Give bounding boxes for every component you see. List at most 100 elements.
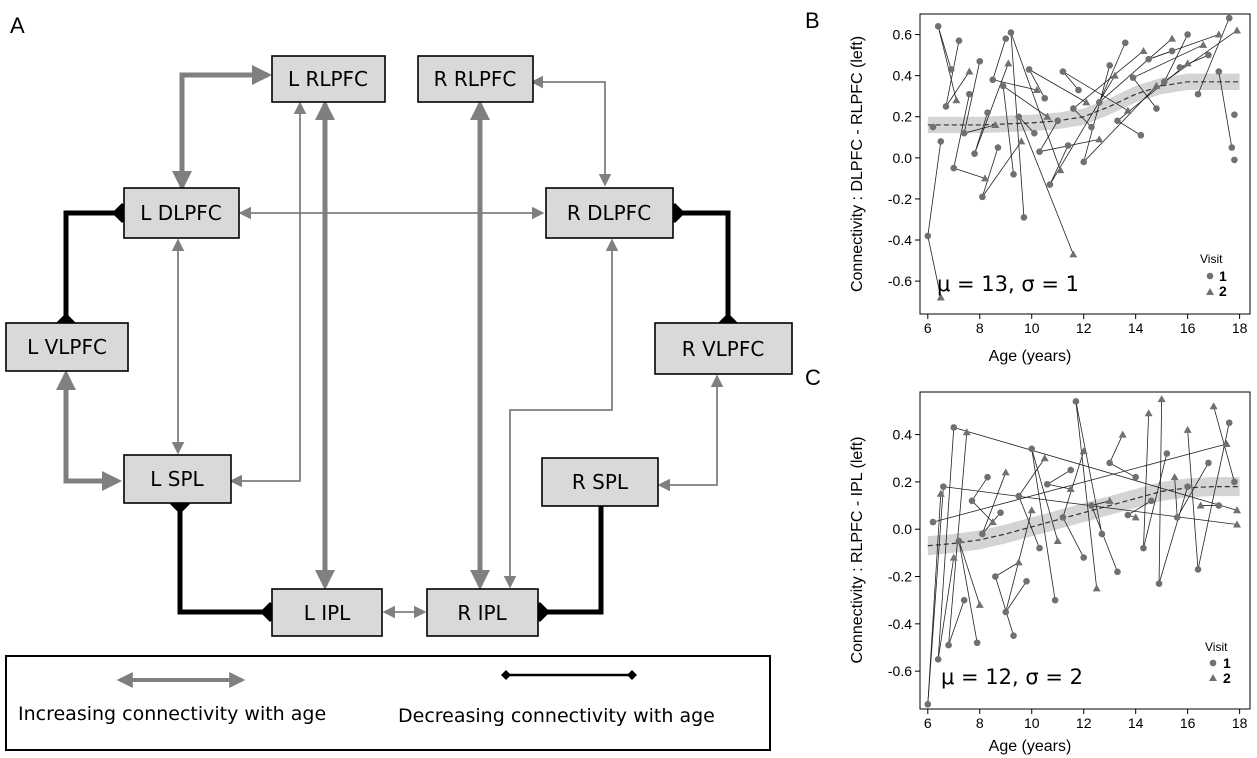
chart-b-point-visit-2 (1032, 86, 1041, 94)
chart-c-subject-link (1143, 453, 1168, 549)
chart-c-point-visit-2 (1001, 468, 1010, 476)
chart-b-subject-link (1099, 38, 1173, 103)
chart-c-subject-link (1158, 399, 1163, 584)
panel-label-c: C (805, 365, 821, 390)
chart-c-point-visit-1 (1028, 445, 1036, 453)
chart-b-point-visit-2 (1056, 166, 1065, 174)
diagram-edges (56, 65, 738, 622)
chart-b-point-visit-1 (942, 103, 950, 110)
chart-b-point-visit-1 (1070, 105, 1077, 112)
chart-c-point-visit-1 (950, 424, 958, 431)
chart-b-y-tick-label: -0.6 (888, 273, 912, 289)
node-l-vlpfc-label: L VLPFC (27, 335, 107, 359)
chart-b-subject-link (1164, 30, 1238, 83)
chart-c-point-visit-1 (1124, 511, 1132, 519)
chart-b-point-visit-1 (1054, 117, 1062, 125)
chart-b-x-tick-label: 14 (1128, 320, 1144, 336)
chart-c-x-tick-label: 12 (1076, 715, 1092, 731)
chart-c-point-visit-2 (1157, 395, 1166, 403)
chart-b-subject-link (1132, 44, 1204, 79)
edge-l-spl-l-ipl (170, 494, 280, 622)
chart-b-point-visit-2 (1082, 98, 1091, 106)
chart-b-trend (927, 81, 1240, 126)
chart-c-subject-link (1091, 505, 1118, 572)
chart-b-point-visit-1 (1095, 99, 1103, 106)
chart-b-subject-link (1010, 32, 1025, 218)
chart-c-point-visit-2 (962, 428, 971, 436)
node-r-spl: R SPL (541, 457, 659, 507)
chart-c-point-visit-1 (1132, 473, 1139, 481)
chart-c-point-visit-1 (929, 518, 937, 526)
chart-c-point-visit-1 (1231, 478, 1238, 486)
chart-b-subject-link (1132, 77, 1157, 109)
chart-b-point-visit-1 (999, 82, 1007, 90)
chart-b-subject-link (945, 40, 960, 107)
chart-b-point-visit-1 (1036, 148, 1043, 155)
edge-l-spl-l-rlpfc (229, 101, 307, 488)
chart-c-points (924, 395, 1242, 708)
chart-c-subject-link (1213, 406, 1235, 483)
chart-b-legend-visit-1: 1 (1219, 268, 1227, 284)
chart-b-x-tick-label: 18 (1232, 320, 1248, 336)
node-r-rlpfc: R RLPFC (417, 55, 534, 103)
chart-c-subject-link (958, 540, 978, 643)
chart-b-point-visit-2 (1004, 59, 1013, 67)
node-l-ipl-label: L IPL (304, 601, 351, 625)
chart-b-point-visit-2 (1069, 250, 1078, 258)
edge-r-vlpfc-r-spl (657, 374, 724, 492)
chart-b-point-visit-1 (976, 57, 984, 65)
chart-b-point-visit-1 (1231, 111, 1238, 118)
chart-b-subject-link (964, 124, 996, 134)
chart-c-x-ticks: 6 8 10 12 14 16 18 (924, 709, 1248, 731)
chart-b-y-label: Connectivity : DLPFC - RLPFC (left) (849, 36, 866, 292)
chart-b-legend-visit-2: 2 (1219, 283, 1227, 299)
chart-c-point-visit-1 (934, 656, 942, 663)
chart-b-subject-link (937, 26, 952, 70)
chart-b-point-visit-1 (984, 109, 991, 116)
chart-b-point-visit-1 (1015, 113, 1023, 121)
chart-c-point-visit-2 (1144, 409, 1153, 417)
chart-b-subject-link (1098, 42, 1126, 103)
chart-c-point-visit-1 (979, 530, 986, 538)
chart-c-point-visit-2 (1233, 520, 1242, 528)
chart-b-subject-link (1062, 71, 1129, 111)
chart-c-subject-link (1127, 500, 1152, 516)
chart-c-point-visit-1 (1163, 450, 1171, 457)
chart-c-subject-link (1062, 517, 1085, 558)
node-r-ipl: R IPL (426, 588, 539, 637)
chart-b-subject-link (1010, 32, 1061, 171)
chart-b-point-visit-1 (1075, 86, 1082, 94)
chart-b-point-visit-1 (971, 150, 978, 158)
chart-b-subject-link (953, 94, 970, 169)
chart-c-subject-link (995, 561, 1019, 577)
chart-c-point-visit-1 (984, 473, 991, 481)
chart-b-point-visit-1 (929, 123, 937, 131)
chart-b-point-visit-1 (937, 138, 945, 145)
chart-c: 6 8 10 12 14 16 18 -0.6 -0.4 -0.2 0.0 0.2 0.4 Age (… (849, 391, 1251, 755)
chart-c-y-tick-label: 0.4 (893, 427, 913, 443)
chart-b-x-ticks: 6 8 10 12 14 16 18 (924, 314, 1248, 336)
chart-c-legend-visit-2: 2 (1223, 670, 1231, 686)
chart-b-subject-link (1039, 120, 1059, 152)
edge-r-dlpfc-r-ipl (503, 238, 619, 589)
chart-b-point-visit-1 (1121, 39, 1129, 47)
edge-l-dlpfc-l-vlpfc (56, 203, 132, 333)
chart-b-y-tick-label: 0.2 (893, 109, 913, 125)
chart-b-frame (919, 13, 1251, 315)
chart-c-x-tick-label: 18 (1232, 715, 1248, 731)
chart-b-point-visit-1 (1025, 66, 1033, 73)
chart-c-legend-circle (1209, 659, 1217, 667)
chart-c-point-visit-2 (1170, 473, 1179, 481)
chart-c-x-label: Age (years) (989, 738, 1072, 755)
edge-l-vlpfc-l-spl (56, 370, 122, 491)
chart-b-point-visit-1 (1228, 144, 1236, 151)
chart-b-point-visit-2 (1214, 30, 1223, 38)
chart-b-point-visit-1 (924, 232, 932, 240)
panel-label-a: A (10, 13, 25, 38)
edge-r-spl-r-ipl (530, 473, 611, 622)
chart-b-subject-link (945, 71, 970, 107)
chart-c-subject-link (971, 476, 988, 502)
chart-b-point-visit-2 (1168, 34, 1177, 42)
chart-c-x-tick-label: 16 (1180, 715, 1196, 731)
chart-c-subject-link (1187, 429, 1199, 570)
